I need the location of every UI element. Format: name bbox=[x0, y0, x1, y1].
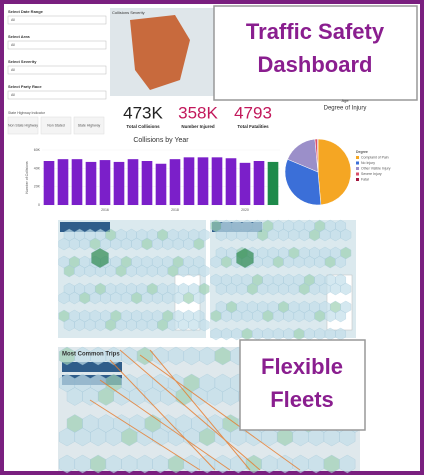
title-line: Traffic Safety bbox=[246, 19, 385, 44]
highway-label: State Highway Indicator bbox=[8, 111, 46, 115]
hexagon bbox=[335, 255, 346, 269]
highway-option-label: Non Stated bbox=[47, 123, 65, 127]
bar bbox=[57, 159, 69, 205]
filter-label: Select Party Race bbox=[8, 84, 42, 89]
map-button[interactable] bbox=[62, 362, 122, 372]
trip-lines bbox=[89, 349, 301, 471]
legend-label: Other Visible Injury bbox=[361, 166, 391, 170]
bar bbox=[239, 162, 251, 205]
highway-option[interactable] bbox=[40, 116, 72, 135]
kpi-value: 473K bbox=[123, 103, 163, 122]
filter-value: All bbox=[11, 93, 15, 97]
hexagon bbox=[198, 264, 210, 278]
hexagon bbox=[340, 228, 352, 242]
kpi-value: 4793 bbox=[234, 103, 272, 122]
bar bbox=[155, 163, 167, 205]
legend-label: Complaint of Pain bbox=[361, 155, 389, 159]
fleets-box bbox=[239, 339, 366, 431]
bar bbox=[99, 160, 111, 205]
legend-label: No Injury bbox=[361, 161, 375, 165]
highway-option-label: Non State Highway bbox=[8, 123, 38, 127]
highway-option[interactable] bbox=[73, 116, 105, 135]
axis-title: Degree of Injury bbox=[324, 106, 367, 112]
map-legend: Collisions Severity bbox=[112, 10, 145, 15]
y-tick-label: 60K bbox=[34, 148, 41, 152]
highway-option[interactable] bbox=[7, 116, 39, 135]
hexagon bbox=[193, 237, 205, 251]
hexagon bbox=[198, 318, 210, 332]
bar bbox=[225, 158, 237, 205]
filter-select[interactable] bbox=[7, 90, 107, 100]
y-axis-title: Number of Collisions bbox=[25, 161, 29, 194]
filter-select[interactable] bbox=[7, 15, 107, 25]
bar bbox=[141, 161, 153, 205]
filter-value: All bbox=[11, 18, 15, 22]
hexagon bbox=[339, 454, 356, 474]
pie-slice bbox=[317, 138, 352, 206]
x-tick-label: 2016 bbox=[101, 208, 109, 212]
legend-swatch bbox=[356, 156, 359, 159]
bar bbox=[43, 161, 55, 205]
chart-title: Collisions by Year bbox=[133, 137, 189, 144]
bar bbox=[113, 161, 125, 205]
fleets-line: Flexible bbox=[261, 354, 343, 379]
filter-value: All bbox=[11, 43, 15, 47]
kpi-value: 358K bbox=[178, 103, 218, 122]
legend-swatch bbox=[356, 178, 359, 181]
pie-slice bbox=[284, 158, 322, 206]
bar bbox=[211, 157, 223, 205]
filter-label: Select Date Range bbox=[8, 9, 44, 14]
bar bbox=[183, 157, 195, 205]
filter-label: Select Severity bbox=[8, 59, 37, 64]
legend-swatch bbox=[356, 161, 359, 165]
hexagon bbox=[193, 291, 205, 305]
filter-select[interactable] bbox=[7, 65, 107, 75]
bar bbox=[71, 159, 83, 205]
fleets-line: Fleets bbox=[270, 387, 334, 412]
hexagon bbox=[335, 309, 346, 323]
bar bbox=[197, 157, 209, 205]
bar bbox=[253, 161, 265, 205]
map-density bbox=[130, 15, 190, 90]
highway-option-label: State Highway bbox=[78, 123, 101, 127]
filter-select[interactable] bbox=[7, 40, 107, 50]
bar bbox=[169, 159, 181, 205]
legend-label: Severe Injury bbox=[361, 172, 382, 176]
legend-swatch bbox=[356, 167, 359, 170]
legend-label: Fatal bbox=[361, 177, 369, 181]
pie-slice bbox=[317, 138, 319, 173]
y-tick-label: 40K bbox=[34, 166, 41, 170]
trips-title: Most Common Trips bbox=[62, 352, 120, 358]
y-tick-label: 0 bbox=[38, 203, 40, 207]
bar bbox=[267, 161, 279, 205]
title-box bbox=[213, 5, 418, 101]
hexagon bbox=[339, 427, 356, 447]
bar bbox=[127, 159, 139, 205]
hexagon bbox=[91, 247, 109, 269]
kpi-label: Total Fatalities bbox=[237, 124, 269, 129]
x-tick-label: 2018 bbox=[171, 208, 179, 212]
filter-label: Select Area bbox=[8, 34, 30, 39]
bar bbox=[85, 161, 97, 205]
legend-swatch bbox=[356, 172, 359, 176]
hexagon bbox=[340, 282, 352, 296]
map-button[interactable] bbox=[60, 222, 110, 232]
kpi-label: Total Collisions bbox=[126, 124, 160, 129]
filter-value: All bbox=[11, 68, 15, 72]
legend-title: Degree bbox=[356, 150, 368, 154]
x-tick-label: 2020 bbox=[241, 208, 249, 212]
y-tick-label: 20K bbox=[34, 185, 41, 189]
axis-label: Age bbox=[341, 98, 349, 103]
kpi-label: Number Injured bbox=[181, 124, 215, 129]
title-line: Dashboard bbox=[258, 52, 373, 77]
hexagon bbox=[236, 247, 254, 269]
